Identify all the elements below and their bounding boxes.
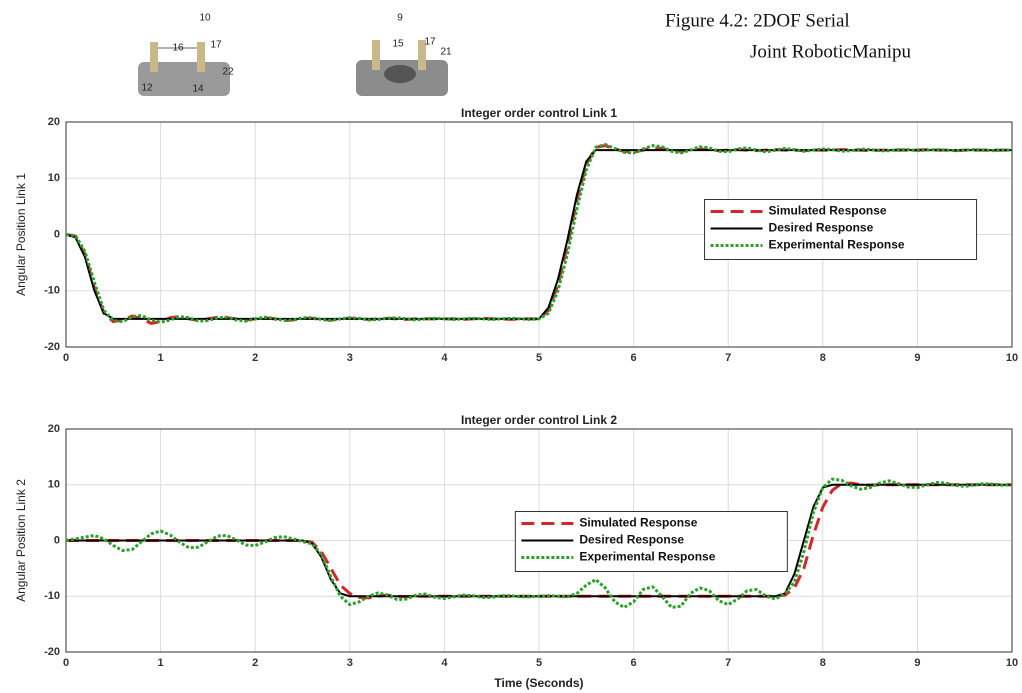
legend-label: Desired Response <box>579 533 684 547</box>
y-axis-label: Angular Position Link 1 <box>14 173 28 296</box>
x-tick-label: 5 <box>536 352 542 364</box>
robot-post <box>150 42 158 72</box>
series-line <box>65 477 1013 609</box>
part-label: 14 <box>192 84 204 95</box>
part-label: 10 <box>199 13 211 24</box>
legend-box <box>704 199 978 260</box>
robot-image-left <box>138 62 230 96</box>
x-tick-label: 6 <box>631 352 637 364</box>
x-tick-label: 2 <box>252 657 258 669</box>
x-tick-label: 0 <box>63 352 69 364</box>
part-label: 21 <box>440 47 452 58</box>
x-tick-label: 7 <box>725 352 731 364</box>
x-tick-label: 6 <box>631 657 637 669</box>
y-tick-label: -10 <box>44 590 60 602</box>
x-tick-label: 9 <box>914 352 920 364</box>
x-tick-label: 10 <box>1006 352 1018 364</box>
legend-label: Simulated Response <box>579 516 697 530</box>
chart: 0 1 2 3 4 5 6 7 8 9 10 -20 -10 0 10 20 Integer order con… <box>14 413 1018 690</box>
x-tick-label: 3 <box>347 352 353 364</box>
x-tick-label: 10 <box>1006 657 1018 669</box>
legend-label: Experimental Response <box>769 238 905 252</box>
y-tick-label: -20 <box>44 646 60 658</box>
series-line <box>65 143 1012 324</box>
robot-hub <box>384 65 416 83</box>
y-tick-label: 20 <box>48 423 60 435</box>
caption-line: Figure 4.2: 2DOF Serial <box>665 10 850 31</box>
caption-line: Joint RoboticManipu <box>750 41 911 62</box>
x-tick-label: 0 <box>63 657 69 669</box>
x-tick-label: 8 <box>820 352 826 364</box>
part-label: 17 <box>210 40 222 51</box>
robot-post <box>418 40 426 70</box>
part-label: 17 <box>424 37 436 48</box>
y-tick-label: -20 <box>44 341 60 353</box>
x-tick-label: 9 <box>914 657 920 669</box>
part-label: 16 <box>172 43 184 54</box>
x-tick-label: 5 <box>536 657 542 669</box>
y-tick-label: 20 <box>48 116 60 128</box>
y-tick-label: 10 <box>48 172 60 184</box>
part-label: 22 <box>222 67 234 78</box>
x-tick-label: 1 <box>158 657 164 669</box>
legend-label: Desired Response <box>769 221 874 235</box>
part-label: 15 <box>392 39 404 50</box>
x-tick-label: 4 <box>441 657 448 669</box>
x-tick-label: 1 <box>158 352 164 364</box>
y-tick-label: 10 <box>48 479 60 491</box>
x-axis-label: Time (Seconds) <box>494 676 583 690</box>
robot-post <box>197 42 205 72</box>
x-tick-label: 2 <box>252 352 258 364</box>
figure-fragment <box>138 40 448 96</box>
chart: 0 1 2 3 4 5 6 7 8 9 10 -20 -10 0 10 20 Integer order con… <box>14 106 1018 364</box>
legend: Simulated Response Desired Response Experi… <box>704 199 978 260</box>
x-tick-label: 8 <box>820 657 826 669</box>
part-label: 12 <box>141 83 153 94</box>
x-tick-label: 4 <box>441 352 448 364</box>
chart-title: Integer order control Link 2 <box>461 413 617 427</box>
part-label: 9 <box>397 13 403 24</box>
legend-label: Experimental Response <box>579 550 715 564</box>
y-tick-label: 0 <box>54 228 60 240</box>
legend-label: Simulated Response <box>769 204 887 218</box>
x-tick-label: 7 <box>725 657 731 669</box>
x-tick-label: 3 <box>347 657 353 669</box>
chart-title: Integer order control Link 1 <box>461 106 617 120</box>
y-tick-label: 0 <box>54 534 60 546</box>
robot-post <box>372 40 380 70</box>
legend: Simulated Response Desired Response Experi… <box>514 511 788 572</box>
y-tick-label: -10 <box>44 285 60 297</box>
y-axis-label: Angular Position Link 2 <box>14 479 28 602</box>
